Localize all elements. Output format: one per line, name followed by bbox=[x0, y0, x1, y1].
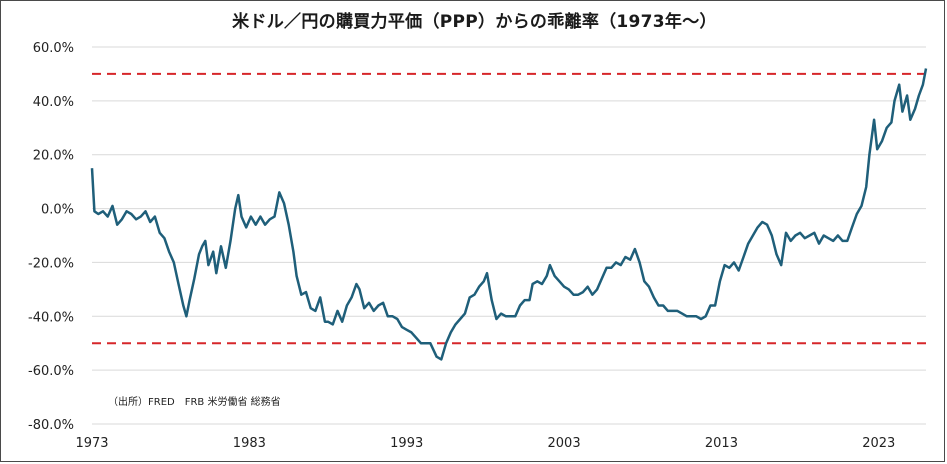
x-tick-label: 1993 bbox=[390, 436, 423, 451]
series-group bbox=[90, 68, 928, 361]
source-note: （出所）FRED FRB 米労働省 総務省 bbox=[108, 395, 281, 408]
x-tick-label: 1973 bbox=[75, 436, 108, 451]
y-tick-label: 20.0% bbox=[33, 149, 74, 164]
x-tick-label: 2023 bbox=[862, 436, 895, 451]
chart-title: 米ドル／円の購買力平価（PPP）からの乖離率（1973年〜） bbox=[232, 12, 717, 32]
y-tick-label: 60.0% bbox=[33, 41, 74, 56]
x-tick-label: 2013 bbox=[705, 436, 738, 451]
reference-lines bbox=[92, 72, 926, 345]
y-tick-label: -60.0% bbox=[28, 364, 74, 379]
y-tick-label: 40.0% bbox=[33, 95, 74, 110]
x-tick-label: 2003 bbox=[548, 436, 581, 451]
series-line bbox=[90, 68, 928, 361]
y-axis-ticks: 60.0% 40.0% 20.0% 0.0% -20.0% -40.0% -60.0% -80… bbox=[28, 41, 74, 433]
y-tick-label: -40.0% bbox=[28, 310, 74, 325]
x-axis-ticks: 1973 1983 1993 2003 2013 2023 bbox=[75, 436, 895, 451]
x-tick-label: 1983 bbox=[233, 436, 266, 451]
gridlines bbox=[92, 46, 926, 425]
y-tick-label: -20.0% bbox=[28, 256, 74, 271]
y-tick-label: 0.0% bbox=[41, 203, 74, 218]
y-tick-label: -80.0% bbox=[28, 418, 74, 433]
